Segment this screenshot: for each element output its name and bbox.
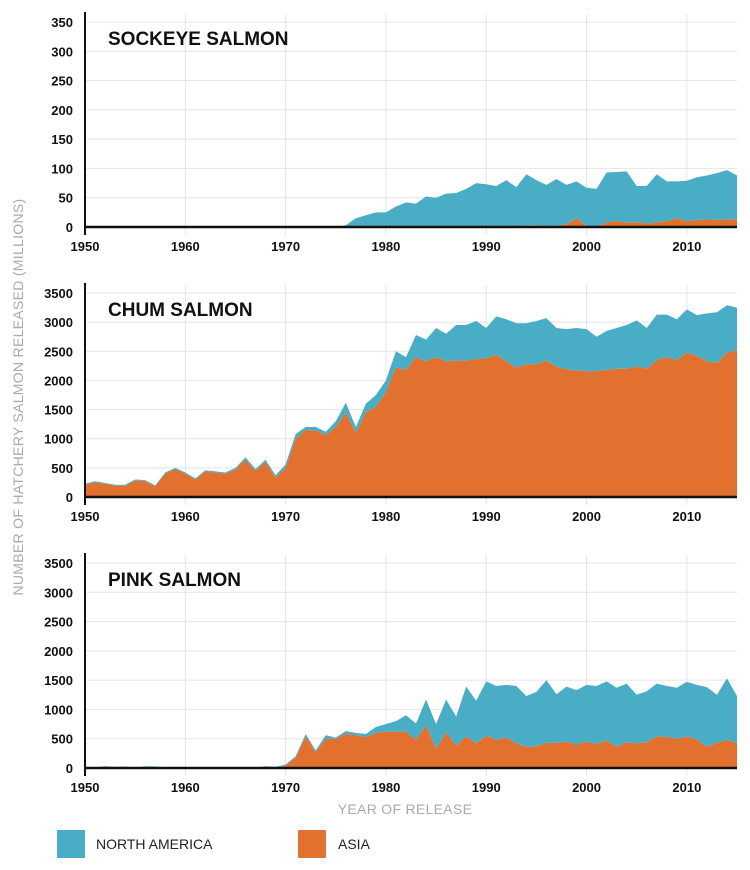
chart-title: SOCKEYE SALMON [108,29,289,50]
y-tick-label: 3000 [44,315,73,330]
x-tick-label: 2000 [572,239,601,254]
x-tick-label: 1970 [271,509,300,524]
x-tick-label: 1950 [71,239,100,254]
area-north-america [85,305,737,487]
y-tick-label: 2000 [44,373,73,388]
y-tick-label: 3000 [44,585,73,600]
y-axis-label: NUMBER OF HATCHERY SALMON RELEASED (MILL… [10,198,26,595]
x-tick-label: 1990 [472,509,501,524]
area-asia [85,350,737,497]
y-tick-label: 3500 [44,286,73,301]
y-tick-label: 100 [51,161,73,176]
y-tick-label: 500 [51,732,73,747]
x-tick-label: 1980 [371,780,400,795]
x-tick-label: 1950 [71,509,100,524]
x-tick-label: 1980 [371,239,400,254]
x-tick-label: 2000 [572,509,601,524]
area-north-america [85,170,737,227]
x-tick-label: 1990 [472,780,501,795]
y-tick-label: 1000 [44,432,73,447]
y-tick-label: 300 [51,44,73,59]
legend-swatch-north-america [57,830,85,858]
area-asia [85,218,737,227]
y-tick-label: 1500 [44,403,73,418]
x-tick-label: 2010 [672,780,701,795]
y-tick-label: 150 [51,132,73,147]
legend: NORTH AMERICA ASIA [57,830,371,858]
x-tick-label: 2010 [672,509,701,524]
chart-title: PINK SALMON [108,570,241,591]
y-tick-label: 2000 [44,644,73,659]
legend-label-north-america: NORTH AMERICA [96,836,213,852]
y-tick-label: 200 [51,103,73,118]
y-tick-label: 500 [51,461,73,476]
legend-label-asia: ASIA [338,836,371,852]
area-asia [85,725,737,768]
y-tick-label: 0 [66,490,73,505]
y-tick-label: 250 [51,74,73,89]
x-tick-label: 1950 [71,780,100,795]
x-tick-label: 1960 [171,509,200,524]
x-tick-label: 1960 [171,780,200,795]
x-tick-label: 1970 [271,239,300,254]
x-tick-label: 2010 [672,239,701,254]
area-north-america [85,678,737,768]
chart-panel-2: 0 500 1000 1500 2000 2500 3000 3500 1950 1960 1970… [44,283,737,524]
y-tick-label: 2500 [44,615,73,630]
y-tick-label: 1500 [44,673,73,688]
legend-swatch-asia [298,830,326,858]
x-tick-label: 1960 [171,239,200,254]
chart-panel-3: 0 500 1000 1500 2000 2500 3000 3500 1950 1960 1970… [44,553,737,795]
x-tick-label: 1990 [472,239,501,254]
y-tick-label: 3500 [44,556,73,571]
chart-title: CHUM SALMON [108,300,253,321]
x-axis-label: YEAR OF RELEASE [338,801,472,817]
y-tick-label: 50 [59,191,73,206]
y-tick-label: 2500 [44,344,73,359]
x-tick-label: 1970 [271,780,300,795]
chart-panel-1: 0 50 100 150 200 250 300 350 1950 1960 1970 1980 199… [51,12,737,254]
x-tick-label: 2000 [572,780,601,795]
y-tick-label: 0 [66,761,73,776]
y-tick-label: 350 [51,15,73,30]
y-tick-label: 0 [66,220,73,235]
x-tick-label: 1980 [371,509,400,524]
y-tick-label: 1000 [44,702,73,717]
